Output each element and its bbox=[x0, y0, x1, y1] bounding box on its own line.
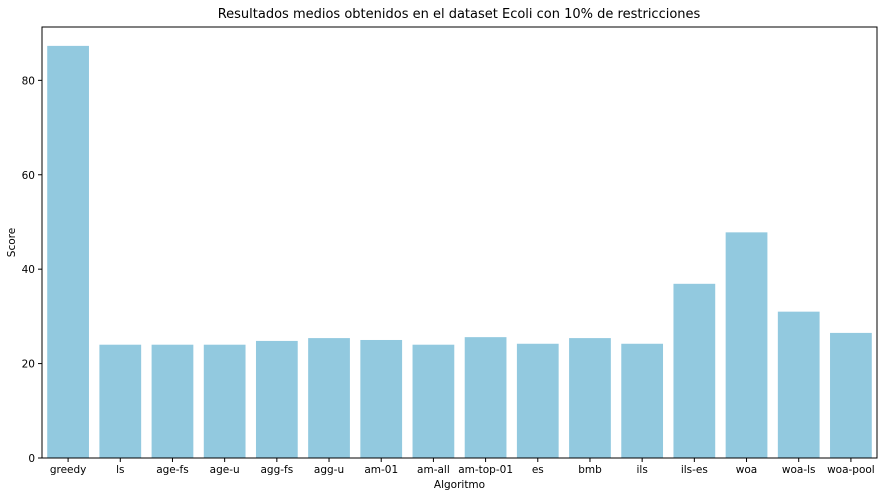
x-axis-ticks: greedy ls age-fs age-u agg-fs agg-u am-01 am-al… bbox=[50, 458, 875, 476]
bar-age-fs bbox=[151, 344, 194, 458]
x-tick-label: am-all bbox=[417, 464, 450, 476]
bar-age-u bbox=[203, 344, 246, 458]
x-tick-label: es bbox=[532, 464, 544, 476]
x-tick-label: age-u bbox=[210, 464, 240, 476]
bar-am-top-01 bbox=[464, 337, 507, 458]
y-tick-label: 60 bbox=[22, 170, 35, 182]
x-tick-label: woa-pool bbox=[827, 464, 875, 476]
y-tick-label: 0 bbox=[28, 453, 35, 465]
y-tick-label: 40 bbox=[22, 264, 35, 276]
x-axis-label: Algoritmo bbox=[434, 479, 485, 491]
bar-woa-ls bbox=[777, 311, 820, 458]
x-tick-label: age-fs bbox=[156, 464, 189, 476]
x-tick-label: ils bbox=[637, 464, 648, 476]
x-tick-label: ils-es bbox=[681, 464, 708, 476]
bar-woa bbox=[725, 232, 768, 458]
bars-group bbox=[47, 45, 872, 458]
y-tick-label: 80 bbox=[22, 75, 35, 87]
y-axis-ticks: 0 20 40 60 80 bbox=[22, 75, 42, 465]
bar-ils-es bbox=[673, 283, 716, 458]
x-tick-label: am-top-01 bbox=[458, 464, 513, 476]
bar-ils bbox=[621, 343, 664, 458]
x-tick-label: ls bbox=[116, 464, 124, 476]
bar-es bbox=[516, 343, 559, 458]
y-tick-label: 20 bbox=[22, 359, 35, 371]
x-tick-label: greedy bbox=[50, 464, 87, 476]
x-tick-label: agg-u bbox=[314, 464, 344, 476]
x-tick-label: bmb bbox=[578, 464, 602, 476]
bar-am-01 bbox=[360, 339, 403, 458]
bar-bmb bbox=[569, 338, 611, 458]
x-tick-label: agg-fs bbox=[260, 464, 293, 476]
chart-title: Resultados medios obtenidos en el datase… bbox=[218, 7, 701, 22]
plot-frame bbox=[41, 26, 878, 459]
bar-woa-pool bbox=[830, 332, 872, 458]
bar-agg-u bbox=[308, 338, 350, 458]
x-tick-label: woa-ls bbox=[782, 464, 816, 476]
bar-agg-fs bbox=[255, 340, 298, 458]
x-tick-label: woa bbox=[736, 464, 757, 476]
y-axis-label: Score bbox=[6, 228, 18, 257]
bar-greedy bbox=[47, 45, 89, 458]
bar-ls bbox=[99, 344, 142, 458]
bar-am-all bbox=[412, 344, 455, 458]
x-tick-label: am-01 bbox=[364, 464, 398, 476]
